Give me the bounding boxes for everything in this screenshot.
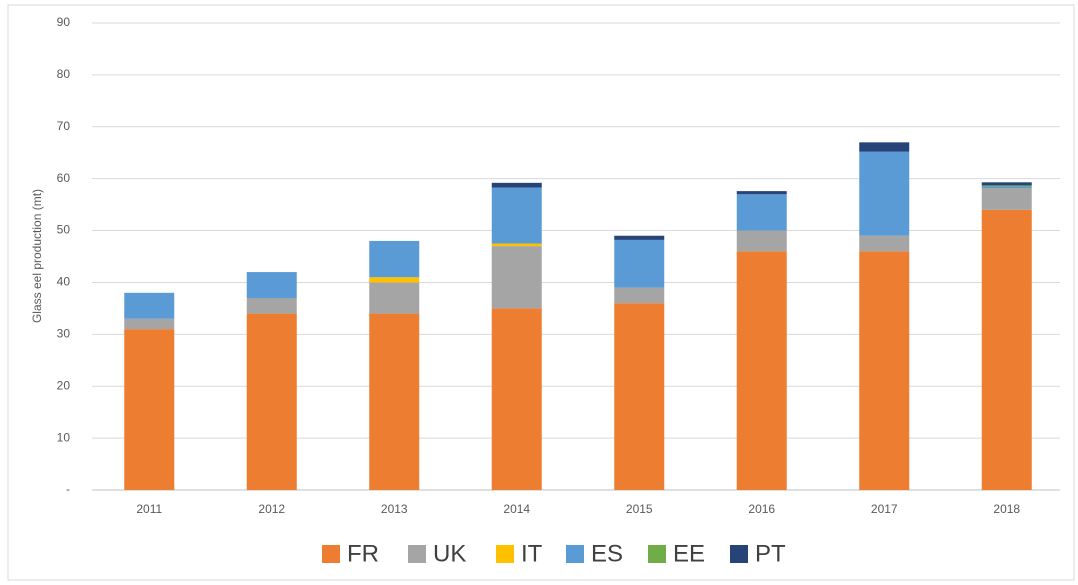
y-tick-label: 30 bbox=[57, 327, 71, 341]
bar-segment bbox=[736, 191, 787, 195]
x-tick-label: 2011 bbox=[136, 502, 162, 516]
bar-segment bbox=[859, 142, 910, 152]
bar-segment bbox=[369, 282, 420, 314]
bar-segment bbox=[491, 187, 542, 244]
bar-segment bbox=[859, 235, 910, 252]
bar-segment bbox=[981, 182, 1032, 186]
legend-swatch bbox=[648, 545, 666, 563]
bar-segment bbox=[859, 251, 910, 490]
bar-segment bbox=[614, 239, 665, 288]
legend-label: ES bbox=[591, 540, 623, 567]
bar-segment bbox=[981, 185, 1032, 187]
bar-segment bbox=[124, 329, 175, 490]
bar-segment bbox=[491, 246, 542, 309]
bar-segment bbox=[981, 186, 1032, 189]
legend-label: FR bbox=[347, 540, 379, 567]
bar-segment bbox=[369, 313, 420, 490]
bar-segment bbox=[124, 292, 175, 319]
y-tick-label: - bbox=[66, 482, 70, 496]
legend-swatch bbox=[322, 545, 340, 563]
x-tick-label: 2017 bbox=[871, 502, 898, 516]
y-tick-label: 50 bbox=[57, 223, 71, 237]
bar-segment bbox=[859, 151, 910, 236]
bar-segment bbox=[736, 194, 787, 231]
y-tick-label: 90 bbox=[57, 15, 71, 29]
bar-segment bbox=[736, 230, 787, 252]
bar-segment bbox=[124, 318, 175, 330]
x-tick-label: 2014 bbox=[503, 502, 530, 516]
bar-segment bbox=[246, 272, 297, 299]
legend-swatch bbox=[496, 545, 514, 563]
x-tick-label: 2018 bbox=[993, 502, 1020, 516]
legend-swatch bbox=[730, 545, 748, 563]
bar-segment bbox=[369, 277, 420, 283]
bar-segment bbox=[369, 240, 420, 278]
x-tick-label: 2012 bbox=[258, 502, 285, 516]
y-tick-label: 10 bbox=[57, 430, 71, 444]
legend-swatch bbox=[566, 545, 584, 563]
y-tick-label: 70 bbox=[57, 119, 71, 133]
bar-segment bbox=[246, 298, 297, 314]
bar-segment bbox=[614, 303, 665, 490]
bar-segment bbox=[614, 287, 665, 304]
y-tick-label: 20 bbox=[57, 378, 71, 392]
bar-segment bbox=[246, 313, 297, 490]
bar-segment bbox=[491, 243, 542, 247]
legend-label: PT bbox=[755, 540, 786, 567]
legend-swatch bbox=[408, 545, 426, 563]
y-tick-label: 80 bbox=[57, 67, 71, 81]
x-tick-label: 2016 bbox=[748, 502, 775, 516]
x-tick-label: 2015 bbox=[626, 502, 653, 516]
bar-segment bbox=[491, 308, 542, 490]
legend-label: EE bbox=[673, 540, 705, 567]
bar-segment bbox=[981, 188, 1032, 210]
bar-segment bbox=[736, 251, 787, 490]
y-axis-label: Glass eel production (mt) bbox=[30, 189, 44, 323]
bar-segment bbox=[981, 209, 1032, 491]
bar-segment bbox=[491, 182, 542, 188]
y-tick-label: 40 bbox=[57, 275, 71, 289]
bar-segment bbox=[614, 235, 665, 240]
y-tick-label: 60 bbox=[57, 171, 71, 185]
legend-label: UK bbox=[433, 540, 466, 567]
legend-label: IT bbox=[521, 540, 543, 567]
x-tick-label: 2013 bbox=[381, 502, 408, 516]
